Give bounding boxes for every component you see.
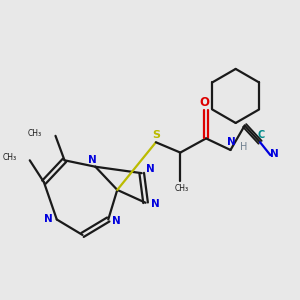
Text: CH₃: CH₃ xyxy=(27,129,41,138)
Text: N: N xyxy=(112,216,121,226)
Text: S: S xyxy=(153,130,160,140)
Text: N: N xyxy=(44,214,53,224)
Text: O: O xyxy=(200,96,210,110)
Text: N: N xyxy=(151,199,160,209)
Text: H: H xyxy=(240,142,247,152)
Text: N: N xyxy=(270,149,279,159)
Text: C: C xyxy=(258,130,265,140)
Text: CH₃: CH₃ xyxy=(3,153,17,162)
Text: N: N xyxy=(88,154,97,164)
Text: CH₃: CH₃ xyxy=(175,184,189,193)
Text: N: N xyxy=(146,164,154,173)
Text: N: N xyxy=(226,137,236,147)
